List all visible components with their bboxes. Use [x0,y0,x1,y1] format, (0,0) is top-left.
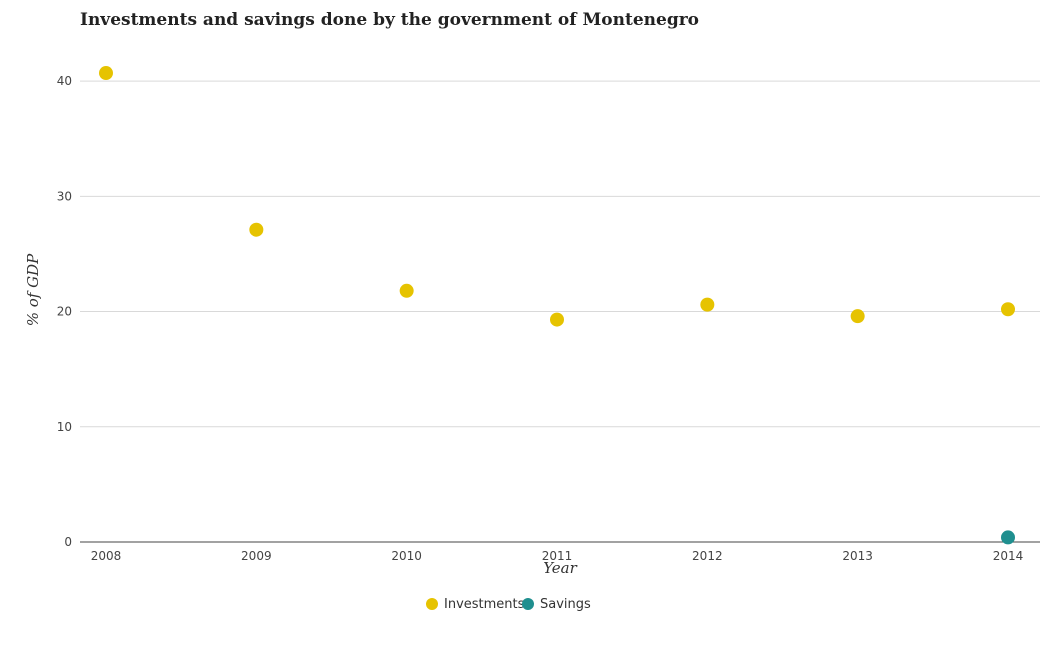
investments-point [1001,302,1015,317]
y-tick-label: 40 [57,74,72,88]
x-tick-label: 2011 [542,549,573,563]
savings-point [1001,530,1015,545]
x-tick-label: 2014 [993,549,1024,563]
x-tick-label: 2010 [391,549,422,563]
investments-point [99,66,113,81]
legend-label-investments: Investments [444,597,525,612]
investments-point [399,283,414,298]
x-tick-label: 2012 [692,549,723,563]
y-tick-labels: 0 10 20 30 40 [57,74,72,549]
investments-point [700,297,715,312]
x-tick-label: 2008 [91,549,122,563]
x-tick-label: 2013 [842,549,873,563]
legend-marker-investments [426,598,438,610]
legend-marker-savings [522,598,534,610]
y-tick-label: 0 [64,535,72,549]
investments-point [249,222,264,237]
x-tick-labels: 2008 2009 2010 2011 2012 2013 2014 [91,549,1024,563]
y-tick-label: 20 [57,305,72,319]
y-tick-label: 30 [57,189,72,203]
chart-title: Investments and savings done by the gove… [80,10,699,30]
investments-point [850,309,865,324]
investments-point [550,312,564,327]
grid [80,80,1040,428]
x-axis-title: Year [543,559,577,577]
x-tick-label: 2009 [241,549,272,563]
y-tick-label: 10 [57,420,72,434]
y-axis-title: % of GDP [24,253,42,326]
legend: Investments Savings [426,597,591,612]
legend-label-savings: Savings [540,597,591,612]
data-points [99,66,1015,545]
